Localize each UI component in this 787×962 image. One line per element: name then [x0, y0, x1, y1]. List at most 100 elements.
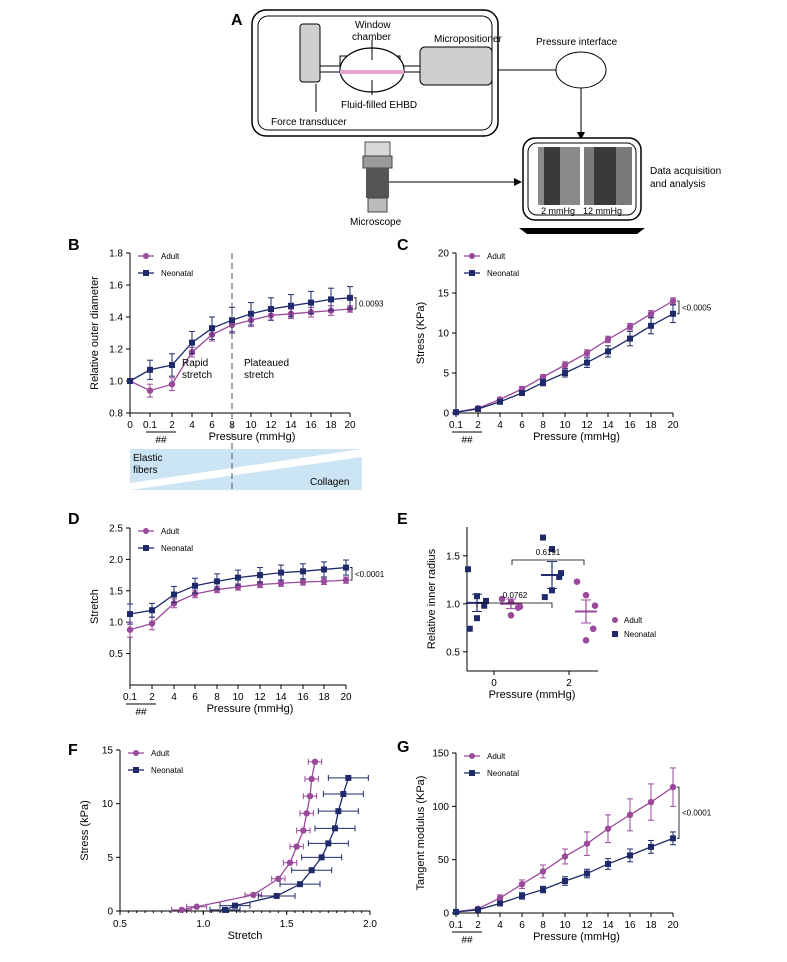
legend-marker-adult	[612, 617, 618, 623]
data-point-adult	[647, 798, 655, 806]
legend-label-neonatal: Neonatal	[487, 769, 519, 778]
legend-label-neonatal: Neonatal	[161, 544, 193, 553]
x-axis-label: Pressure (mmHg)	[209, 431, 296, 443]
x-tick-label: 12	[581, 920, 593, 931]
x-tick-label: 2	[149, 692, 155, 703]
x-tick-label: 2.0	[363, 919, 377, 930]
x-tick-label: 16	[624, 920, 636, 931]
panel-label-c: C	[397, 237, 409, 254]
x-tick-label: 14	[285, 420, 297, 431]
data-point-neonatal	[519, 892, 525, 899]
data-point-neonatal	[584, 870, 590, 877]
y-axis-label: Tangent modulus (KPa)	[415, 776, 427, 891]
data-point-neonatal	[648, 322, 654, 329]
y-tick-label: 1.0	[446, 599, 460, 610]
y-axis-label: Relative outer diameter	[89, 276, 101, 390]
legend: Adult Neonatal	[464, 752, 519, 778]
data-point-adult	[514, 604, 522, 611]
pvalue-bracket	[677, 300, 680, 315]
series-line-neonatal	[129, 297, 351, 382]
legend-label-adult: Adult	[487, 252, 506, 261]
y-tick-label: 1.0	[109, 377, 123, 388]
y-axis-label: Stress (kPa)	[79, 800, 91, 861]
panel-label-g: G	[397, 739, 409, 756]
x-tick-label: 4	[189, 420, 195, 431]
x-tick-label: 16	[297, 692, 309, 703]
pressure-interface-label: Pressure interface	[536, 37, 618, 48]
apparatus-outer-box	[251, 9, 499, 137]
window-chamber-label: Window chamber	[352, 20, 393, 43]
data-point-adult	[303, 810, 310, 817]
data-point-neonatal	[519, 390, 525, 396]
hash-label: ##	[135, 707, 147, 718]
data-point-adult	[193, 903, 200, 910]
series-line-adult	[455, 300, 674, 413]
data-point-adult	[507, 612, 515, 619]
annotation-rapid: Rapid	[182, 358, 208, 369]
data-point-neonatal	[278, 569, 284, 576]
data-point-adult	[561, 853, 569, 860]
x-tick-label: 20	[344, 420, 356, 431]
pvalue-label: <0.0001	[355, 570, 385, 579]
data-point-neonatal	[222, 906, 228, 913]
data-point-adult	[148, 620, 156, 627]
x-tick-label: 6	[192, 692, 198, 703]
force-transducer-label: Force transducer	[271, 117, 347, 128]
legend-label-adult: Adult	[161, 252, 180, 261]
x-tick-label: 0.1	[449, 920, 463, 931]
data-point-neonatal	[558, 570, 564, 577]
data-point-adult	[308, 775, 315, 783]
data-point-neonatal	[308, 867, 315, 874]
charts-layer: B0.81.01.21.41.61.800.12468101214161820R…	[68, 237, 712, 946]
legend: Adult Neonatal	[128, 749, 183, 775]
data-point-adult	[320, 578, 328, 585]
x-tick-label: 12	[265, 420, 277, 431]
panel-label-b: B	[68, 237, 80, 254]
x-tick-label: 2	[475, 420, 481, 431]
data-point-adult	[647, 310, 655, 317]
y-tick-label: 0	[107, 907, 113, 918]
y-tick-label: 0	[443, 409, 449, 420]
x-tick-label: 8	[540, 420, 546, 431]
y-tick-label: 5	[107, 853, 113, 864]
data-point-adult	[591, 602, 599, 610]
data-point-neonatal	[335, 808, 342, 815]
y-tick-label: 0.5	[446, 647, 460, 658]
chart-f: F 0 5 10 15 0.5 1.0 1.5 2.0 Stress (kPa) Stretch Ad…	[68, 742, 377, 942]
legend-marker-neonatal	[469, 770, 475, 776]
data-point-neonatal	[549, 587, 555, 594]
y-tick-label: 20	[438, 249, 450, 260]
data-acq-label-2: and analysis	[650, 179, 706, 190]
y-tick-label: 0	[443, 909, 449, 920]
data-point-neonatal	[556, 573, 563, 580]
x-tick-label: 10	[245, 420, 257, 431]
data-point-adult	[583, 349, 591, 357]
data-point-neonatal	[497, 398, 503, 405]
data-point-neonatal	[670, 835, 676, 842]
fiber-band: Elastic fibers Collagen	[130, 449, 362, 490]
legend-label-neonatal: Neonatal	[624, 630, 656, 639]
data-point-adult	[250, 891, 257, 899]
data-point-adult	[589, 625, 597, 633]
y-tick-label: 1.5	[109, 586, 123, 597]
legend-label-neonatal: Neonatal	[161, 269, 193, 278]
data-point-neonatal	[475, 906, 481, 913]
y-tick-label: 5	[443, 369, 449, 380]
legend-marker-neonatal	[612, 631, 618, 637]
elastic-label-1: Elastic	[133, 453, 162, 464]
data-point-neonatal	[235, 574, 241, 581]
x-tick-label: 12	[254, 692, 266, 703]
x-tick-label: 2	[566, 678, 572, 689]
data-point-neonatal	[466, 625, 473, 632]
data-point-adult	[342, 576, 350, 584]
data-point-neonatal	[540, 534, 546, 541]
force-transducer	[299, 23, 321, 83]
x-tick-label: 20	[340, 692, 352, 703]
y-tick-label: 15	[438, 289, 450, 300]
y-tick-label: 2.0	[109, 555, 123, 566]
pvalue-bracket	[354, 297, 357, 310]
data-point-adult	[583, 840, 591, 847]
y-tick-label: 1.6	[109, 281, 123, 292]
data-point-adult	[539, 868, 547, 875]
